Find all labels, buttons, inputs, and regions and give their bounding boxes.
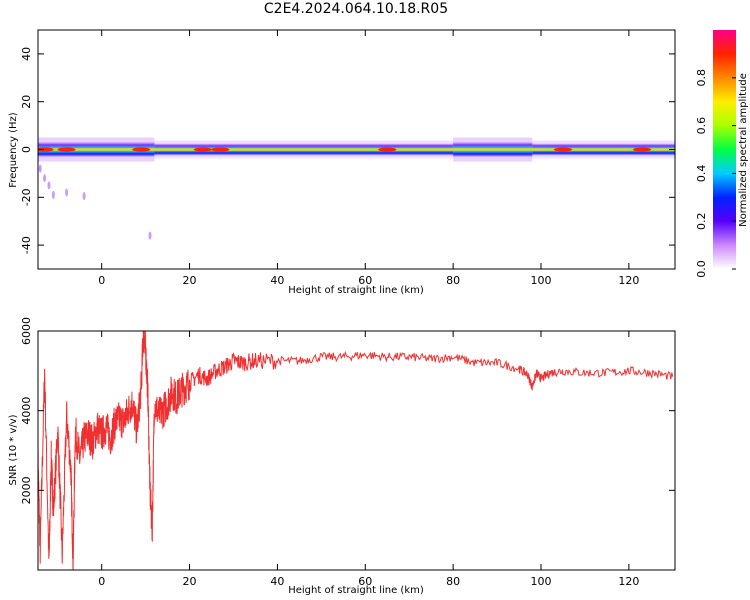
chart-title: C2E4.2024.064.10.18.R05 (263, 1, 449, 17)
spectrogram-y-label: Frequency (Hz) (8, 112, 19, 188)
spectrogram-burst (51, 190, 55, 199)
spectrogram-burst (43, 174, 47, 183)
spectrogram-ytick-label: -40 (20, 236, 33, 254)
spectrogram-peak (38, 147, 54, 152)
spectrogram-xtick-label: 40 (270, 274, 284, 287)
snr-y-axis: 6000 4000 2000 (20, 317, 675, 504)
colorbar-tick-label: 0.0 (695, 260, 708, 278)
spectrogram-peak (633, 147, 652, 152)
spectrogram-burst (38, 164, 42, 173)
spectrogram-x-label: Height of straight line (km) (288, 285, 424, 296)
spectrogram-peak (211, 147, 230, 152)
snr-x-axis: 0 20 40 60 80 100 120 (98, 331, 639, 588)
spectrogram-burst (148, 231, 152, 240)
spectrogram-burst (65, 188, 69, 197)
spectrogram-burst (82, 192, 86, 201)
spectrogram-x-axis: 0 20 40 60 80 100 120 (98, 30, 639, 287)
spectrogram-ytick-label: 0 (20, 146, 33, 153)
snr-x-label: Height of straight line (km) (288, 585, 424, 596)
colorbar-label: Normalized spectral amplitude (738, 73, 749, 227)
spectrogram-ytick-label: -20 (20, 188, 33, 206)
spectrogram-peak (378, 147, 397, 152)
spectrogram-xtick-label: 120 (618, 274, 639, 287)
snr-frame (37, 330, 676, 571)
snr-ytick-label: 6000 (20, 317, 33, 345)
spectrogram-peak (553, 147, 572, 152)
spectrogram-heatmap (38, 137, 675, 240)
colorbar-axis: 0.0 0.2 0.4 0.6 0.8 (695, 69, 736, 278)
spectrogram-panel: 0 20 40 60 80 100 120 40 20 0 -20 -40 Height of st… (8, 29, 676, 296)
spectrogram-peak (57, 147, 76, 152)
colorbar-tick-label: 0.6 (695, 117, 708, 135)
spectrogram-burst (47, 181, 51, 190)
spectrogram-xtick-label: 60 (358, 274, 372, 287)
colorbar-gradient (713, 30, 736, 269)
colorbar-tick-label: 0.4 (695, 165, 708, 183)
spectrogram-y-axis: 40 20 0 -20 -40 (20, 47, 675, 254)
snr-xtick-label: 40 (270, 575, 284, 588)
snr-y-label: SNR (10 * v/v) (8, 414, 19, 485)
colorbar: 0.0 0.2 0.4 0.6 0.8 Normalized spectral ampl… (695, 30, 749, 278)
snr-xtick-label: 80 (446, 575, 460, 588)
snr-series-line (38, 331, 674, 570)
snr-xtick-label: 100 (531, 575, 552, 588)
spectrogram-ytick-label: 40 (20, 47, 33, 61)
colorbar-tick-label: 0.2 (695, 212, 708, 230)
spectrogram-xtick-label: 100 (531, 274, 552, 287)
snr-xtick-label: 0 (98, 575, 105, 588)
spectrogram-center-line (38, 148, 675, 151)
colorbar-tick-label: 0.8 (695, 69, 708, 87)
spectrogram-xtick-label: 80 (446, 274, 460, 287)
spectrogram-ytick-label: 20 (20, 95, 33, 109)
snr-ytick-label: 2000 (20, 476, 33, 504)
spectrogram-peak (132, 147, 151, 152)
snr-xtick-label: 60 (358, 575, 372, 588)
spectrogram-peak (193, 147, 212, 152)
spectrogram-xtick-label: 0 (98, 274, 105, 287)
spectrogram-xtick-label: 20 (183, 274, 197, 287)
snr-ytick-label: 4000 (20, 397, 33, 425)
snr-panel: 0 20 40 60 80 100 120 6000 4000 2000 Height of s… (8, 317, 676, 596)
snr-xtick-label: 20 (183, 575, 197, 588)
snr-xtick-label: 120 (618, 575, 639, 588)
